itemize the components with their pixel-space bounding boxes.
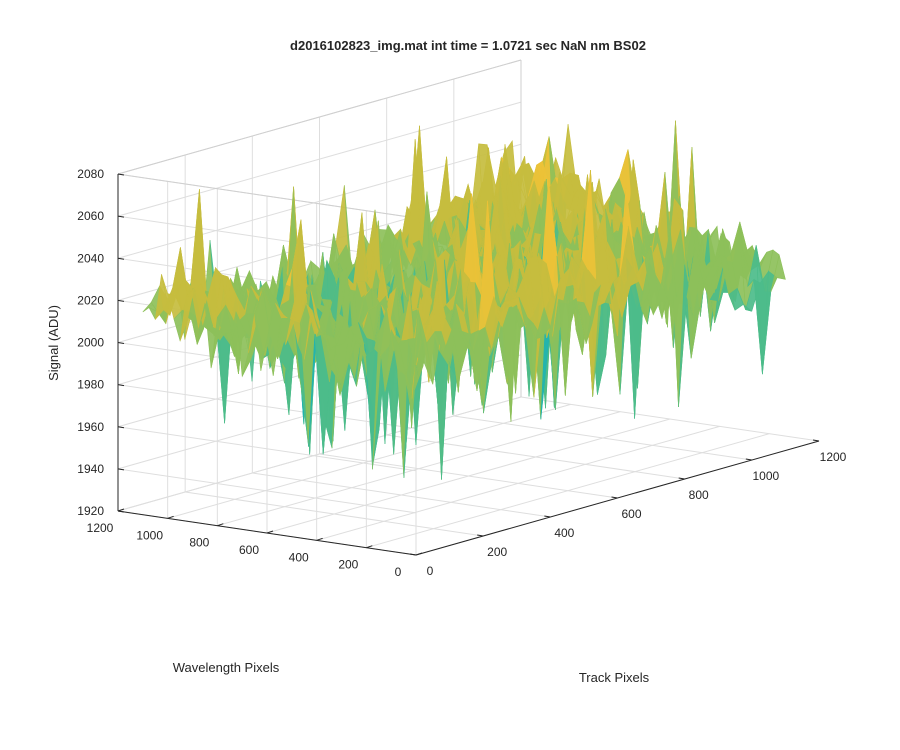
z-tick-label: 2040: [77, 251, 104, 265]
x-tick-mark: [544, 515, 551, 518]
x-tick-label: 200: [487, 545, 507, 559]
floor-grid-line: [316, 425, 720, 541]
z-tick-mark: [117, 342, 125, 344]
y-tick-mark: [415, 552, 423, 556]
floor-grid-line: [167, 403, 571, 519]
back-wall-grid-line: [117, 396, 522, 512]
x-tick-label: 400: [554, 526, 574, 540]
side-wall-grid-line: [117, 468, 417, 514]
box-edge: [117, 59, 522, 175]
z-tick-label: 1980: [77, 378, 104, 392]
y-tick-label: 200: [338, 558, 358, 572]
z-tick-label: 2000: [77, 336, 104, 350]
z-tick-label: 1960: [77, 420, 104, 434]
y-tick-mark: [316, 537, 323, 541]
surface-mesh: [142, 120, 786, 480]
chart-title: d2016102823_img.mat int time = 1.0721 se…: [290, 38, 646, 53]
z-axis-label: Signal (ADU): [46, 305, 61, 381]
x-tick-mark: [812, 439, 820, 442]
x-tick-mark: [409, 553, 417, 556]
x-tick-mark: [745, 458, 752, 461]
z-tick-label: 2080: [77, 167, 104, 181]
x-tick-label: 600: [621, 507, 641, 521]
y-tick-mark: [217, 523, 224, 527]
back-wall-grid-line: [117, 101, 522, 217]
y-tick-mark: [366, 545, 373, 549]
y-tick-label: 0: [395, 565, 402, 579]
x-tick-mark: [477, 534, 484, 537]
z-tick-mark: [117, 215, 125, 218]
z-tick-label: 2060: [77, 209, 104, 223]
tick-labels: 0 200 400 600 800 1000 1200 0 200 400 600 800 1000 12…: [77, 167, 846, 579]
z-tick-label: 2020: [77, 293, 104, 307]
y-tick-label: 800: [189, 536, 209, 550]
x-tick-label: 0: [427, 564, 434, 578]
x-tick-label: 1200: [820, 450, 847, 464]
z-tick-mark: [117, 384, 125, 387]
y-axis-label: Wavelength Pixels: [173, 660, 280, 675]
side-wall-grid-line: [117, 384, 417, 430]
y-tick-label: 600: [239, 543, 259, 557]
surface-patch: [770, 254, 786, 292]
z-tick-mark: [117, 173, 125, 176]
z-tick-mark: [117, 468, 125, 471]
x-tick-mark: [678, 477, 685, 480]
z-tick-label: 1920: [77, 504, 104, 518]
x-tick-label: 800: [689, 488, 709, 502]
z-tick-mark: [117, 299, 125, 302]
x-tick-label: 1000: [752, 469, 779, 483]
z-tick-mark: [117, 510, 125, 513]
floor-grid-line: [217, 411, 621, 527]
z-tick-label: 1940: [77, 462, 104, 476]
y-tick-label: 1000: [136, 528, 163, 542]
floor-grid-line: [266, 418, 671, 534]
y-tick-label: 1200: [87, 521, 114, 535]
grid-lines: [117, 59, 820, 556]
side-wall-grid-line: [117, 426, 417, 472]
x-tick-mark: [611, 496, 618, 499]
y-tick-label: 400: [289, 550, 309, 564]
y-tick-mark: [266, 530, 274, 534]
z-tick-mark: [117, 426, 125, 429]
x-axis-label: Track Pixels: [579, 670, 650, 685]
floor-grid-line: [366, 433, 770, 549]
back-wall-grid-line: [117, 143, 522, 259]
box-edge: [117, 173, 417, 219]
z-tick-mark: [117, 257, 125, 260]
axes: [117, 173, 820, 556]
y-tick-mark: [167, 515, 174, 519]
